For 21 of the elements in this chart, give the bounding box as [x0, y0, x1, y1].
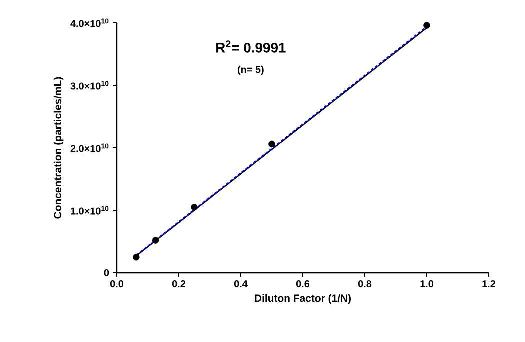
y-axis-title: Concentration (particles/mL) — [54, 77, 64, 219]
y-tick-label: 1.0×10$^{10}$ — [71, 206, 109, 215]
x-tick-label: 0.2 — [172, 280, 186, 288]
x-tick-label: 0.4 — [234, 280, 248, 288]
point — [132, 254, 140, 261]
point — [268, 140, 276, 148]
point — [424, 22, 430, 29]
point — [191, 204, 198, 211]
y-tick-label: 0 — [104, 269, 110, 277]
annotation: (n= 5) — [238, 66, 264, 76]
y-tick-label: 3.0×10$^{10}$ — [70, 81, 109, 90]
x-tick-label: 1.2 — [482, 280, 496, 288]
x-tick-label: 0.6 — [296, 280, 310, 288]
x-tick-label: 0.8 — [358, 280, 372, 288]
annotation: R$^{2}$= 0.9991 — [216, 40, 286, 53]
x-axis-title: Diluton Factor (1/N) — [255, 294, 351, 304]
y-tick-label: 4.0×10$^{10}$ — [70, 18, 109, 28]
x-tick-label: 1.0 — [420, 280, 434, 288]
y-tick-label: 2.0×10$^{10}$ — [70, 144, 109, 152]
point — [152, 237, 160, 244]
x-tick-label: 0.0 — [110, 280, 124, 288]
